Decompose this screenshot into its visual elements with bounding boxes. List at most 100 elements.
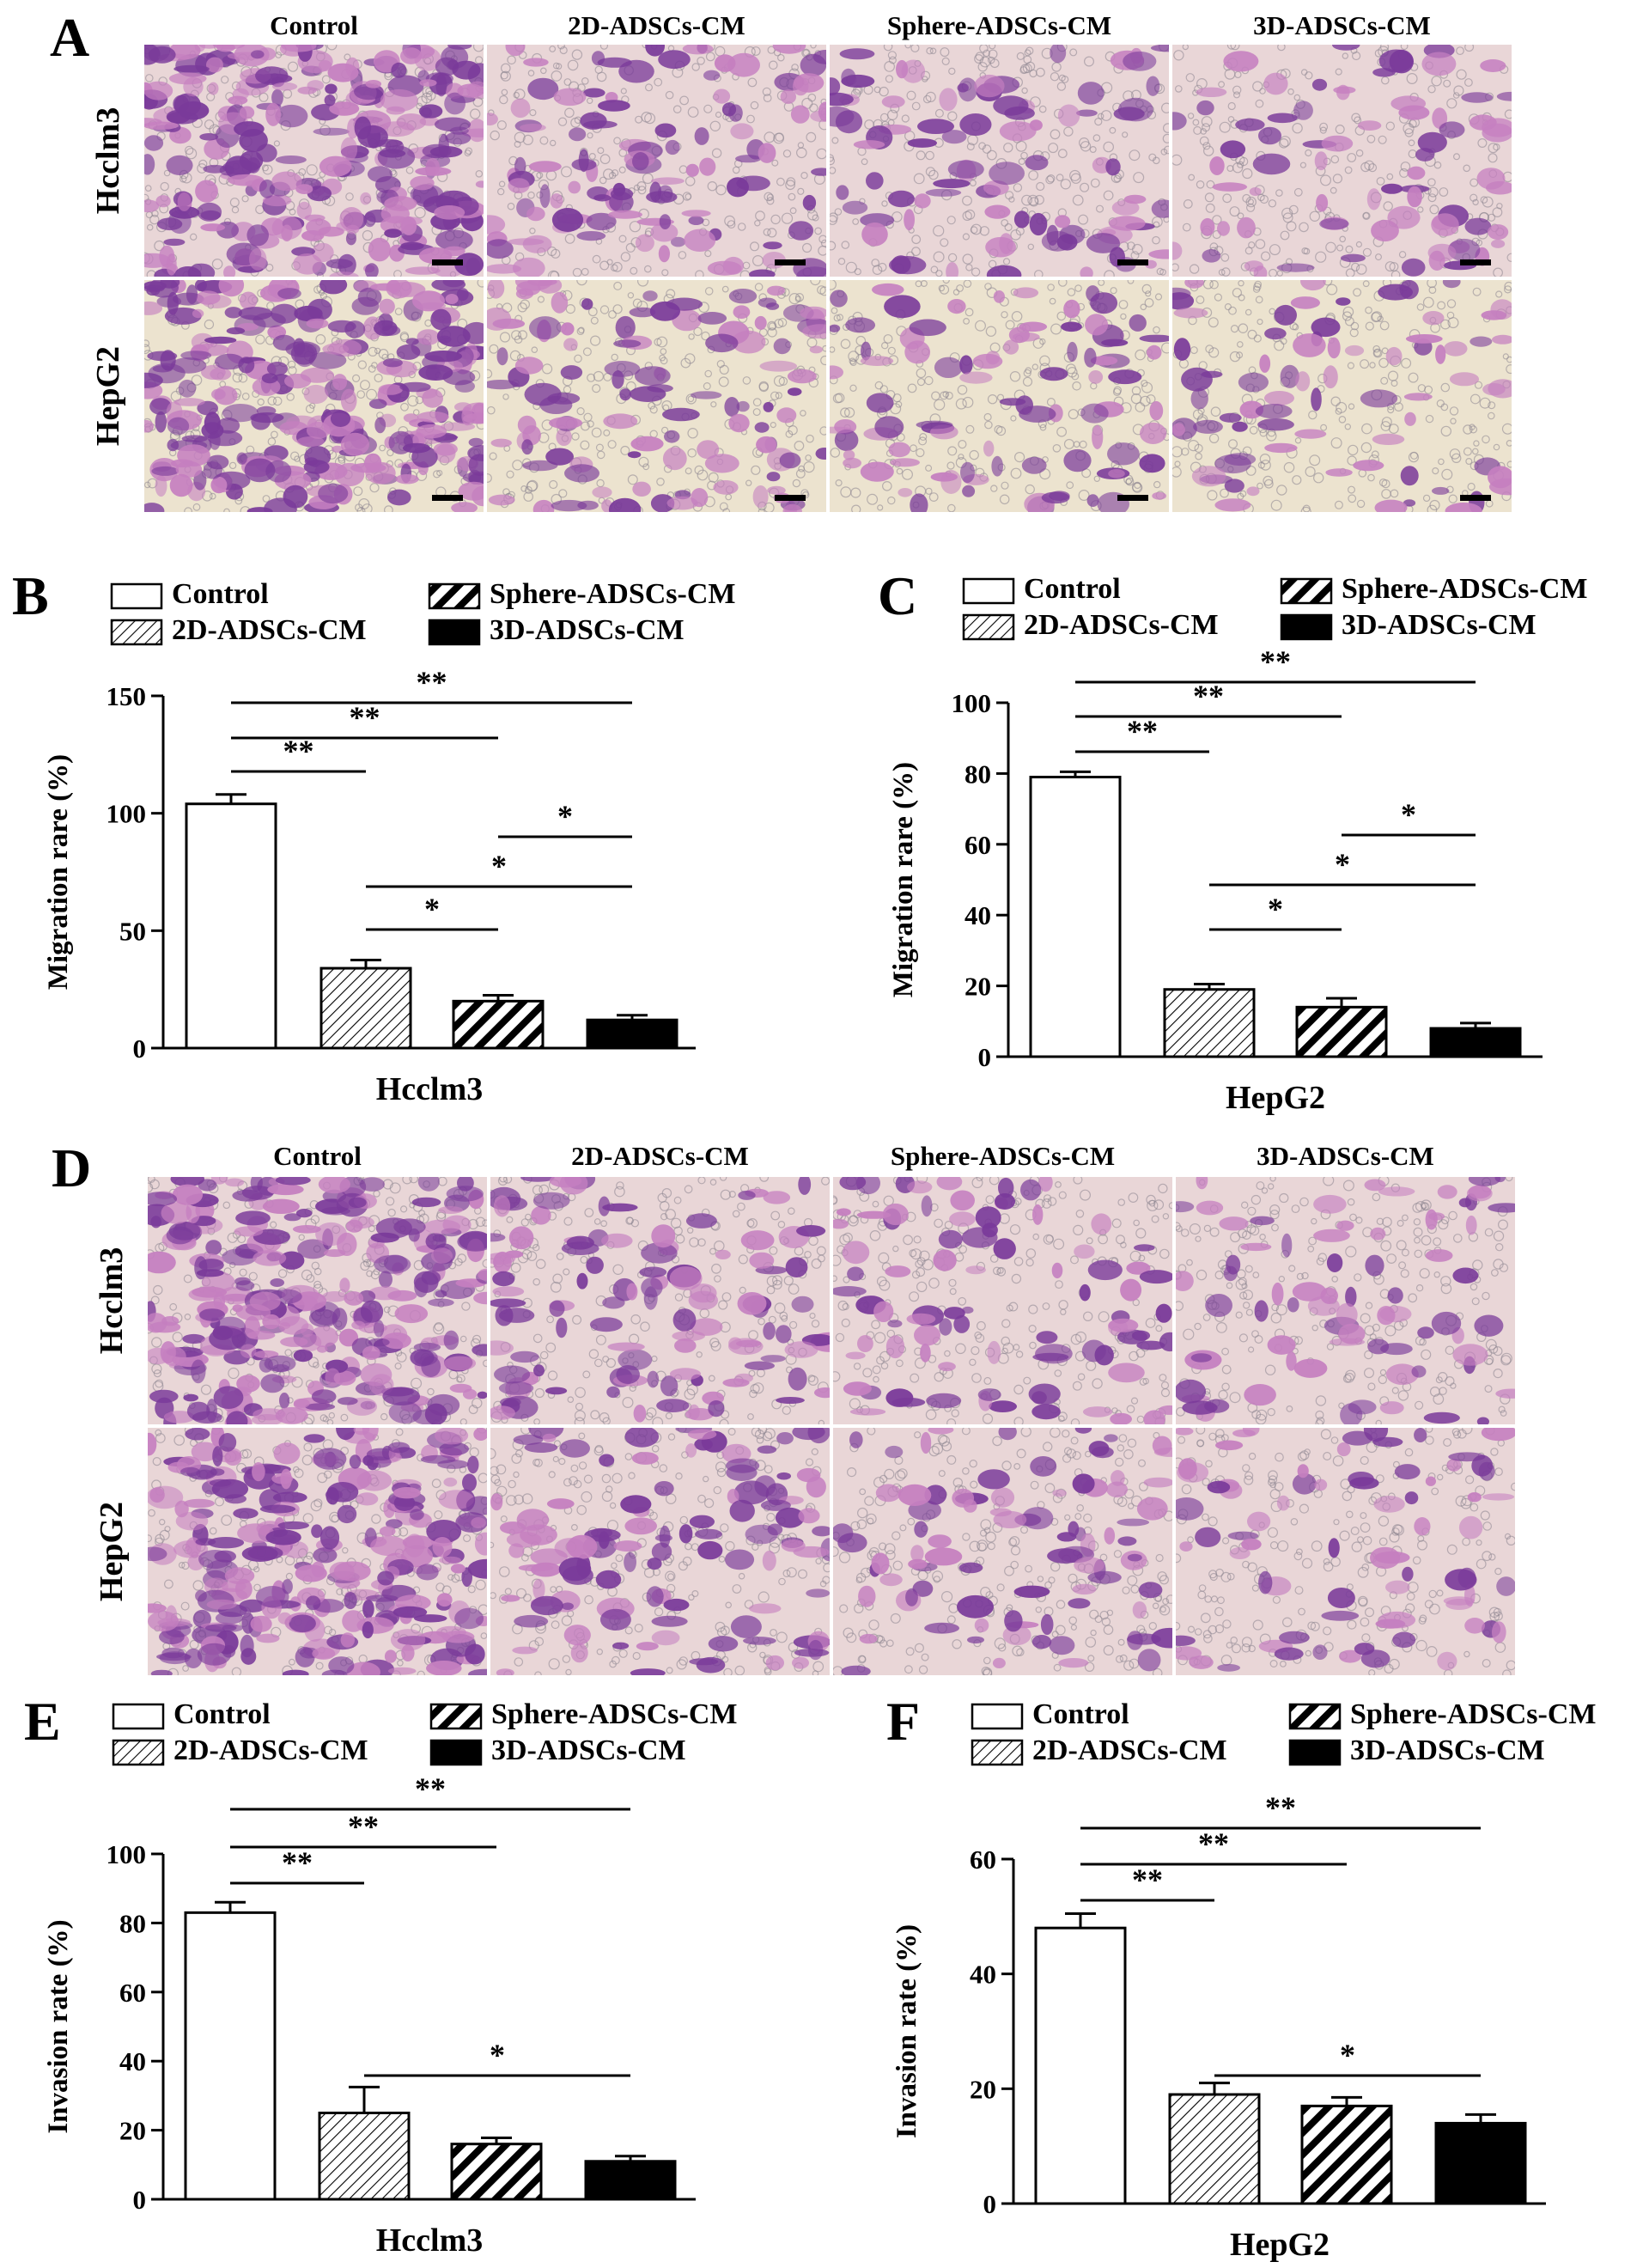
significance-label: ** bbox=[415, 1771, 446, 1806]
y-tick-label: 150 bbox=[106, 681, 147, 711]
micrograph-image bbox=[1172, 45, 1512, 277]
significance-label: * bbox=[1340, 2038, 1355, 2072]
y-tick-label: 40 bbox=[970, 1960, 996, 1990]
legend-swatch bbox=[110, 582, 163, 610]
micrograph-image bbox=[144, 280, 484, 512]
significance-label: ** bbox=[350, 700, 380, 735]
legend-label: Sphere-ADSCs-CM bbox=[1350, 1698, 1596, 1730]
legend-label: Control bbox=[172, 578, 269, 610]
y-axis-label: Migration rare (%) bbox=[43, 754, 74, 990]
y-axis-label: Invasion rate (%) bbox=[891, 1924, 922, 2138]
bar bbox=[1029, 776, 1122, 1058]
y-tick-label: 40 bbox=[119, 2046, 146, 2076]
legend-label: 2D-ADSCs-CM bbox=[1024, 609, 1219, 641]
legend-swatch bbox=[112, 1739, 165, 1766]
legend-label: Control bbox=[1024, 573, 1121, 605]
y-tick-label: 60 bbox=[970, 1844, 996, 1875]
scale-bar bbox=[1117, 259, 1148, 265]
legend-label: Sphere-ADSCs-CM bbox=[490, 578, 735, 610]
bar bbox=[184, 1911, 277, 2201]
micrograph-image bbox=[833, 1428, 1172, 1675]
panel-letter-f: F bbox=[886, 1691, 921, 1752]
legend-swatch bbox=[962, 577, 1015, 605]
micrograph-image bbox=[1176, 1428, 1515, 1675]
y-tick-label: 100 bbox=[952, 688, 992, 718]
column-header: 3D-ADSCs-CM bbox=[1253, 10, 1431, 40]
panel-letter-c: C bbox=[878, 565, 918, 626]
legend-swatch bbox=[1280, 613, 1333, 641]
row-header: HepG2 bbox=[90, 345, 126, 447]
bar bbox=[1300, 2104, 1393, 2205]
legend-label: 3D-ADSCs-CM bbox=[490, 614, 685, 646]
y-tick-label: 100 bbox=[106, 799, 147, 829]
legend-label: 3D-ADSCs-CM bbox=[1350, 1735, 1545, 1766]
row-header: Hcclm3 bbox=[90, 107, 126, 215]
y-tick-label: 0 bbox=[133, 1033, 147, 1064]
x-axis-label: Hcclm3 bbox=[376, 2222, 484, 2259]
y-tick-label: 0 bbox=[983, 2189, 997, 2219]
y-tick-label: 60 bbox=[965, 830, 991, 860]
column-header: 2D-ADSCs-CM bbox=[568, 10, 745, 40]
y-tick-label: 20 bbox=[970, 2074, 996, 2104]
significance-label: ** bbox=[1193, 679, 1224, 713]
significance-label: ** bbox=[1132, 1863, 1163, 1897]
bar bbox=[185, 802, 277, 1050]
column-header: Sphere-ADSCs-CM bbox=[890, 1141, 1116, 1171]
chart-f-invasion-hepg2: Control 2D-ADSCs-CM Sphere-ADSCs-CM 3D-ADSC… bbox=[891, 1698, 1596, 2263]
significance-label: * bbox=[490, 2038, 505, 2072]
micrograph-image bbox=[1172, 280, 1512, 512]
scale-bar bbox=[1460, 495, 1491, 501]
legend-swatch bbox=[1280, 577, 1333, 605]
legend-label: 3D-ADSCs-CM bbox=[491, 1735, 686, 1766]
significance-label: ** bbox=[282, 1845, 313, 1880]
panel-letter-e: E bbox=[24, 1691, 61, 1752]
bar bbox=[584, 2160, 677, 2201]
row-header: Hcclm3 bbox=[94, 1247, 130, 1355]
y-tick-label: 80 bbox=[119, 1908, 146, 1938]
chart-e-invasion-hcclm3: Control 2D-ADSCs-CM Sphere-ADSCs-CM 3D-ADSC… bbox=[43, 1698, 737, 2259]
scale-bar bbox=[432, 259, 463, 265]
significance-label: ** bbox=[1265, 1790, 1296, 1825]
legend-swatch bbox=[112, 1703, 165, 1730]
significance-label: ** bbox=[1260, 644, 1291, 679]
micrograph-image bbox=[148, 1177, 487, 1424]
micrograph-image bbox=[830, 45, 1169, 277]
legend-label: 2D-ADSCs-CM bbox=[172, 614, 367, 646]
y-tick-label: 20 bbox=[119, 2116, 146, 2146]
micrograph-image bbox=[1176, 1177, 1515, 1424]
legend-swatch bbox=[429, 1739, 483, 1766]
y-tick-label: 100 bbox=[106, 1839, 147, 1869]
legend-label: 2D-ADSCs-CM bbox=[1032, 1735, 1227, 1766]
legend-label: 3D-ADSCs-CM bbox=[1342, 609, 1537, 641]
bar bbox=[450, 2143, 543, 2201]
micrograph-image bbox=[490, 1428, 830, 1675]
significance-label: * bbox=[1268, 892, 1283, 926]
legend-swatch bbox=[971, 1739, 1024, 1766]
micrograph-image bbox=[833, 1177, 1172, 1424]
x-axis-label: HepG2 bbox=[1226, 1080, 1325, 1116]
legend-swatch bbox=[1288, 1703, 1342, 1730]
bar bbox=[1163, 988, 1256, 1058]
significance-label: ** bbox=[283, 734, 314, 768]
significance-label: ** bbox=[1127, 714, 1158, 748]
legend-swatch bbox=[428, 582, 481, 610]
chart-c-migration-hepg2: Control 2D-ADSCs-CM Sphere-ADSCs-CM 3D-ADSC… bbox=[888, 573, 1587, 1116]
significance-label: ** bbox=[417, 665, 447, 699]
y-tick-label: 0 bbox=[133, 2185, 147, 2215]
bar bbox=[319, 966, 412, 1050]
legend-label: Sphere-ADSCs-CM bbox=[1342, 573, 1587, 605]
significance-label: * bbox=[491, 849, 507, 883]
legend-swatch bbox=[428, 619, 481, 646]
x-axis-label: Hcclm3 bbox=[376, 1071, 484, 1107]
micrograph-image bbox=[490, 1177, 830, 1424]
legend-label: Control bbox=[173, 1698, 271, 1730]
y-tick-label: 0 bbox=[978, 1042, 992, 1072]
significance-label: * bbox=[424, 892, 440, 926]
legend-label: 2D-ADSCs-CM bbox=[173, 1735, 368, 1766]
column-header: Control bbox=[270, 10, 358, 40]
scale-bar bbox=[1460, 259, 1491, 265]
y-axis-label: Invasion rate (%) bbox=[43, 1919, 74, 2133]
micrograph-image bbox=[144, 45, 484, 277]
y-tick-label: 20 bbox=[965, 972, 991, 1002]
bar bbox=[452, 999, 545, 1050]
